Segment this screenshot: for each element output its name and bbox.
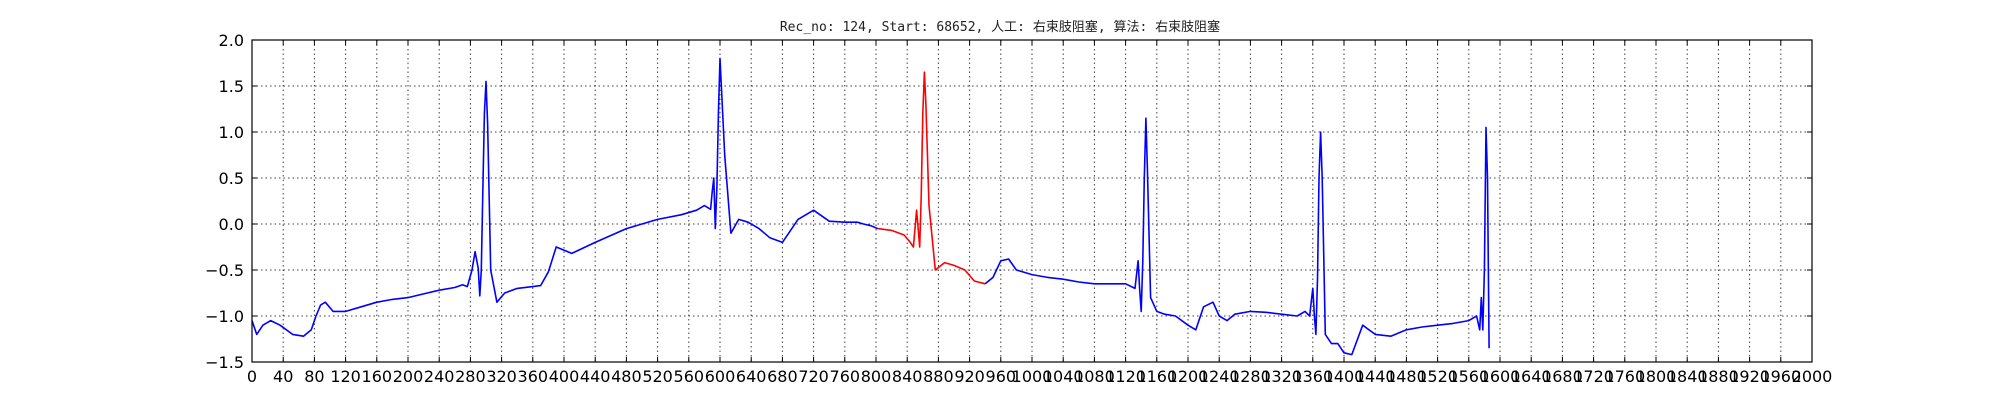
x-tick-label: 1400 <box>1324 367 1365 386</box>
x-tick-label: 80 <box>304 367 324 386</box>
x-tick-label: 1720 <box>1573 367 1614 386</box>
x-tick-label: 200 <box>393 367 424 386</box>
series-line-2 <box>877 71 986 285</box>
axis-ticks: −1.5−1.0−0.50.00.51.01.52.00 40 80 120 160 20… <box>205 31 1832 386</box>
x-tick-label: 520 <box>642 367 673 386</box>
x-tick-label: 40 <box>273 367 293 386</box>
x-tick-label: 1320 <box>1261 367 1302 386</box>
y-tick-label: 0.5 <box>219 169 244 188</box>
x-tick-label: 1760 <box>1604 367 1645 386</box>
y-tick-label: 2.0 <box>219 31 244 50</box>
chart-title: Rec_no: 124, Start: 68652, 人工: 右束肢阻塞, 算法… <box>780 19 1220 35</box>
x-tick-label: 840 <box>892 367 923 386</box>
y-tick-label: −1.5 <box>205 353 244 372</box>
x-tick-label: 0 <box>247 367 257 386</box>
series-line-1 <box>251 57 878 338</box>
x-tick-label: 1560 <box>1448 367 1489 386</box>
x-tick-label: 1480 <box>1386 367 1427 386</box>
x-tick-label: 640 <box>736 367 767 386</box>
x-tick-label: 880 <box>923 367 954 386</box>
x-tick-label: 560 <box>674 367 705 386</box>
x-tick-label: 280 <box>455 367 486 386</box>
x-tick-label: 1520 <box>1417 367 1458 386</box>
axes-frame <box>251 39 1813 363</box>
x-tick-label: 680 <box>767 367 798 386</box>
x-tick-label: 720 <box>798 367 829 386</box>
x-tick-label: 1040 <box>1043 367 1084 386</box>
x-tick-label: 1200 <box>1168 367 1209 386</box>
x-tick-label: 480 <box>611 367 642 386</box>
y-tick-label: 1.5 <box>219 77 244 96</box>
x-tick-label: 2000 <box>1792 367 1833 386</box>
x-tick-label: 1280 <box>1230 367 1271 386</box>
x-tick-label: 1600 <box>1480 367 1521 386</box>
x-tick-label: 1120 <box>1105 367 1146 386</box>
x-tick-label: 800 <box>861 367 892 386</box>
x-tick-label: 440 <box>580 367 611 386</box>
y-tick-label: 1.0 <box>219 123 244 142</box>
x-tick-label: 1240 <box>1199 367 1240 386</box>
x-tick-label: 1160 <box>1136 367 1177 386</box>
x-tick-label: 1000 <box>1012 367 1053 386</box>
x-tick-label: 1440 <box>1355 367 1396 386</box>
x-tick-label: 360 <box>518 367 549 386</box>
x-tick-label: 1840 <box>1667 367 1708 386</box>
x-tick-label: 1960 <box>1760 367 1801 386</box>
x-tick-label: 960 <box>986 367 1017 386</box>
series-lines <box>251 57 1490 356</box>
series-line-3 <box>984 117 1490 356</box>
x-tick-label: 320 <box>486 367 517 386</box>
x-tick-label: 1920 <box>1729 367 1770 386</box>
x-tick-label: 760 <box>830 367 861 386</box>
x-tick-label: 1640 <box>1511 367 1552 386</box>
x-tick-label: 1360 <box>1292 367 1333 386</box>
x-tick-label: 240 <box>424 367 455 386</box>
x-tick-label: 1880 <box>1698 367 1739 386</box>
x-tick-label: 1800 <box>1636 367 1677 386</box>
grid-lines <box>252 40 1812 362</box>
x-tick-label: 1080 <box>1074 367 1115 386</box>
x-tick-label: 600 <box>705 367 736 386</box>
y-tick-label: −1.0 <box>205 307 244 326</box>
x-tick-label: 1680 <box>1542 367 1583 386</box>
x-tick-label: 400 <box>549 367 580 386</box>
x-tick-label: 920 <box>954 367 985 386</box>
y-tick-label: 0.0 <box>219 215 244 234</box>
x-tick-label: 120 <box>330 367 361 386</box>
x-tick-label: 160 <box>362 367 393 386</box>
y-tick-label: −0.5 <box>205 261 244 280</box>
